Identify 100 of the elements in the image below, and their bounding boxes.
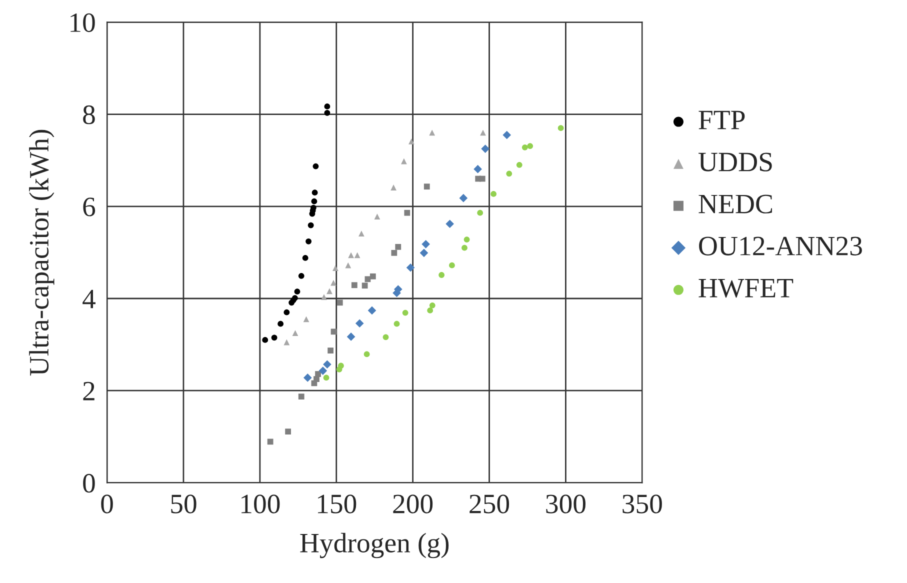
point [312, 190, 318, 196]
point [474, 164, 482, 174]
point [368, 306, 376, 315]
point [284, 339, 290, 346]
point [420, 248, 428, 258]
point [302, 255, 308, 261]
point [303, 374, 312, 382]
point [271, 334, 278, 341]
point [324, 103, 330, 110]
point [364, 351, 370, 358]
point [362, 282, 368, 289]
legend-label: OU12-ANN23 [699, 236, 862, 256]
point [527, 143, 534, 149]
y-tick-label: 0 [83, 474, 95, 493]
point [328, 348, 334, 354]
point [311, 198, 318, 204]
point [315, 371, 321, 377]
point [429, 302, 436, 308]
point [427, 308, 434, 314]
x-tick-label: 50 [171, 494, 196, 514]
point [424, 184, 430, 190]
x-tick-label: 300 [546, 494, 586, 514]
point [318, 366, 328, 375]
point [292, 295, 298, 301]
point [382, 334, 389, 340]
point [332, 265, 338, 272]
point [481, 144, 490, 153]
point [408, 138, 414, 144]
point [355, 319, 364, 328]
x-tick-label: 250 [470, 494, 510, 514]
point [338, 362, 344, 369]
point [404, 210, 410, 216]
point [522, 144, 528, 150]
point [449, 262, 455, 268]
y-tick-label: 10 [70, 13, 95, 32]
point [324, 110, 330, 116]
point [321, 294, 327, 300]
legend-label: HWFET [698, 279, 794, 298]
point [292, 330, 298, 336]
point [312, 163, 319, 170]
point [370, 273, 376, 280]
point [477, 210, 484, 216]
point [345, 262, 352, 268]
point [490, 191, 496, 197]
point [402, 310, 408, 316]
point [446, 220, 454, 228]
point [438, 272, 445, 278]
point [516, 162, 522, 168]
x-tick-label: 350 [622, 494, 662, 514]
point [308, 222, 314, 228]
point [364, 276, 371, 282]
point [390, 184, 396, 190]
point [422, 240, 430, 248]
x-tick-label: 100 [242, 494, 280, 514]
point [502, 130, 512, 140]
point [298, 272, 304, 279]
y-axis-title: Ultra-capacitor (kWh) [29, 130, 54, 376]
legend-label: NEDC [698, 194, 772, 214]
point [262, 337, 268, 343]
point [479, 176, 486, 182]
y-tick-label: 8 [83, 105, 95, 124]
point [358, 230, 364, 236]
y-tick-label: 4 [82, 290, 96, 308]
y-tick-label: 6 [83, 198, 96, 216]
point [462, 244, 468, 251]
point [330, 328, 337, 335]
point [323, 374, 330, 381]
point [506, 170, 512, 177]
x-tick-label: 200 [393, 494, 433, 514]
point [330, 280, 336, 286]
point [285, 428, 291, 435]
point [267, 438, 274, 445]
point [354, 252, 360, 258]
point [429, 130, 436, 136]
point [394, 320, 400, 327]
point [306, 238, 312, 244]
point [480, 130, 486, 136]
point [326, 288, 332, 294]
point [323, 360, 332, 369]
legend-label: FTP [698, 110, 745, 130]
legend-label: UDDS [698, 152, 772, 172]
point [298, 394, 304, 400]
point [401, 158, 407, 164]
point [348, 252, 354, 258]
point [294, 288, 300, 295]
x-tick-label: 150 [318, 494, 356, 514]
point [459, 194, 468, 202]
point [351, 282, 358, 288]
point [284, 309, 290, 316]
point [406, 263, 415, 272]
y-tick-label: 2 [83, 382, 94, 400]
point [278, 320, 284, 327]
x-axis-title: Hydrogen (g) [300, 532, 449, 558]
point [464, 236, 470, 242]
x-tick-label: 0 [101, 494, 113, 514]
point [391, 250, 398, 256]
point [346, 332, 356, 341]
point [558, 125, 564, 132]
point [336, 300, 343, 306]
point [374, 214, 380, 220]
